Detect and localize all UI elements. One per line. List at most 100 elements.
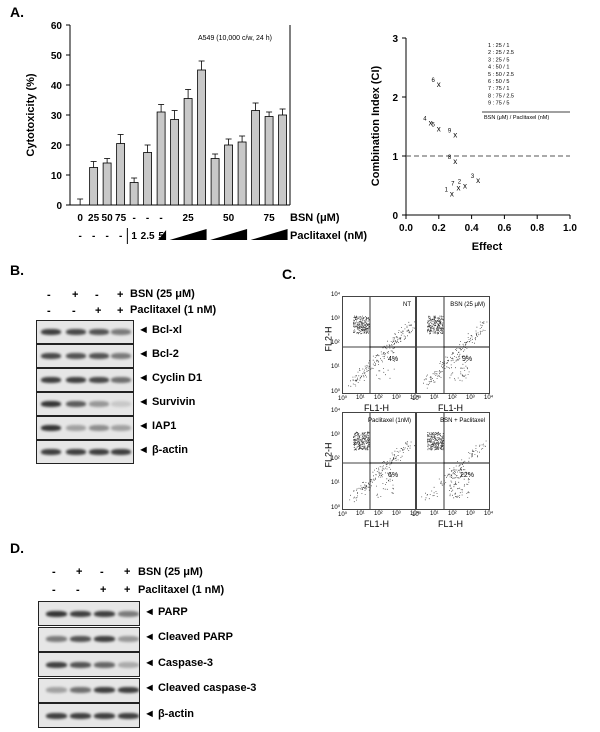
flow-x-tick-label: 10³ [392,511,401,517]
protein-band [111,425,131,431]
ci-legend-entry: 8 : 75 / 2.5 [488,93,514,99]
panel-label-a: A. [10,4,24,20]
flow-y-tick-label: 10⁴ [331,292,341,298]
bsn-tick-label: - [146,213,149,224]
bar-y-tick-label: 10 [51,171,63,182]
flow-cytometry-c: NT 4% FL2-H 10⁰ 10⁰ 10¹ 10¹ 10² 10² 10³ 10³ 10⁴ 10⁴ F… [284,286,600,552]
blot-strip [36,344,134,368]
protein-band [89,377,109,383]
blot-row-label: ◄ Survivin [138,396,196,408]
bar [143,152,153,206]
ci-point-label: 5 [431,122,435,128]
protein-band [69,661,91,668]
flow-x-tick-label: 10³ [466,511,475,517]
panel-label-c: C. [282,266,296,282]
flow-percent: 4% [388,356,398,363]
bar-y-tick-label: 60 [51,21,63,32]
bar [278,114,287,206]
bsn-group-label: 50 [223,213,235,224]
paclitaxel-sign: - [76,584,80,596]
blot-strip [38,703,140,728]
ci-point-label: 1 [445,187,449,193]
protein-band [45,712,67,719]
blot-strip [38,601,140,626]
ci-point-label: 7 [451,181,455,187]
protein-band [41,401,61,407]
blot-row-label: ◄ IAP1 [138,420,177,432]
flow-y-tick-label: 10¹ [331,364,340,370]
flow-plot-title: Paclitaxel (1nM) [368,418,411,424]
flow-xlabel: FL1-H [364,519,390,529]
blot-strip [36,392,134,416]
flow-x-tick-label: 10⁰ [338,512,348,518]
blot-strip [36,440,134,464]
flow-x-tick-label: 10⁰ [412,512,422,518]
protein-band [41,377,61,383]
flow-plot: NT 4% [342,296,416,394]
bsn-tick-label: 0 [77,213,83,224]
flow-percent: 9% [462,356,472,363]
bsn-row-label: BSN (μM) [290,212,340,224]
protein-band [89,449,109,455]
bsn-tick-label: 50 [102,213,114,224]
protein-band [45,687,67,693]
protein-band [69,687,91,693]
paclitaxel-tick-label: 1 [131,231,137,242]
bar [251,110,260,206]
bsn-tick-label: 75 [115,213,127,224]
flow-events [423,315,488,389]
flow-y-tick-label: 10³ [331,316,340,322]
flow-percent: 22% [460,472,474,479]
paclitaxel-sign: + [124,584,131,596]
scatter-x-tick-label: 0.8 [530,223,544,234]
flow-x-tick-label: 10¹ [356,395,365,401]
flow-y-tick-label: 10² [331,456,340,462]
blot-row-label: ◄ Cleaved PARP [144,631,233,643]
blot-row-label: ◄ Cyclin D1 [138,372,203,384]
flow-plot: Paclitaxel (1nM) 6% [342,412,416,510]
bar [129,182,139,206]
flow-plot-title: BSN + Paclitaxel [440,418,485,424]
ci-point-label: 6 [431,78,435,84]
panel-label-d: D. [10,540,24,556]
protein-band [111,401,131,407]
protein-band [117,661,139,668]
bsn-group-label: 75 [264,213,276,224]
ci-legend-entry: 1 : 25 / 1 [488,43,509,49]
protein-band [69,636,91,642]
flow-x-tick-label: 10¹ [356,511,365,517]
ci-point-label: 4 [423,117,427,123]
bsn-group-label: 25 [183,213,195,224]
ci-legend-entry: 2 : 25 / 2.5 [488,50,514,56]
protein-band [117,610,139,617]
ci-point-label: 8 [448,155,452,161]
blot-strip [38,652,140,677]
scatter-x-tick-label: 0.0 [399,223,413,234]
protein-band [41,329,61,335]
bar [237,141,247,206]
paclitaxel-tick-label: - [119,231,122,242]
flow-xlabel: FL1-H [438,403,464,413]
paclitaxel-sign: - [52,584,56,596]
ci-legend-entry: 3 : 25 / 5 [488,57,509,63]
scatter-xlabel: Effect [472,241,503,253]
scatter-y-tick-label: 1 [392,152,398,163]
protein-band [69,610,91,617]
protein-band [45,661,67,668]
flow-y-tick-label: 10¹ [331,480,340,486]
protein-band [111,353,131,359]
bsn-sign: + [76,566,83,578]
scatter-legend-footer: BSN (μM) / Paclitaxel (nM) [484,115,549,121]
scatter-y-tick-label: 2 [392,93,398,104]
flow-ylabel: FL2-H [323,326,334,352]
scatter-x-tick-label: 0.6 [497,223,511,234]
blot-row-label: ◄ Cleaved caspase-3 [144,682,257,694]
blot-row-label: ◄ Bcl-2 [138,348,179,360]
flow-events [349,431,415,503]
paclitaxel-gradient-wedge [169,229,207,240]
panel-label-b: B. [10,262,24,278]
flow-x-tick-label: 10⁴ [484,511,494,517]
ci-legend-entry: 6 : 50 / 5 [488,79,509,85]
ci-point: x [453,157,457,166]
bsn-sign: + [72,289,79,301]
